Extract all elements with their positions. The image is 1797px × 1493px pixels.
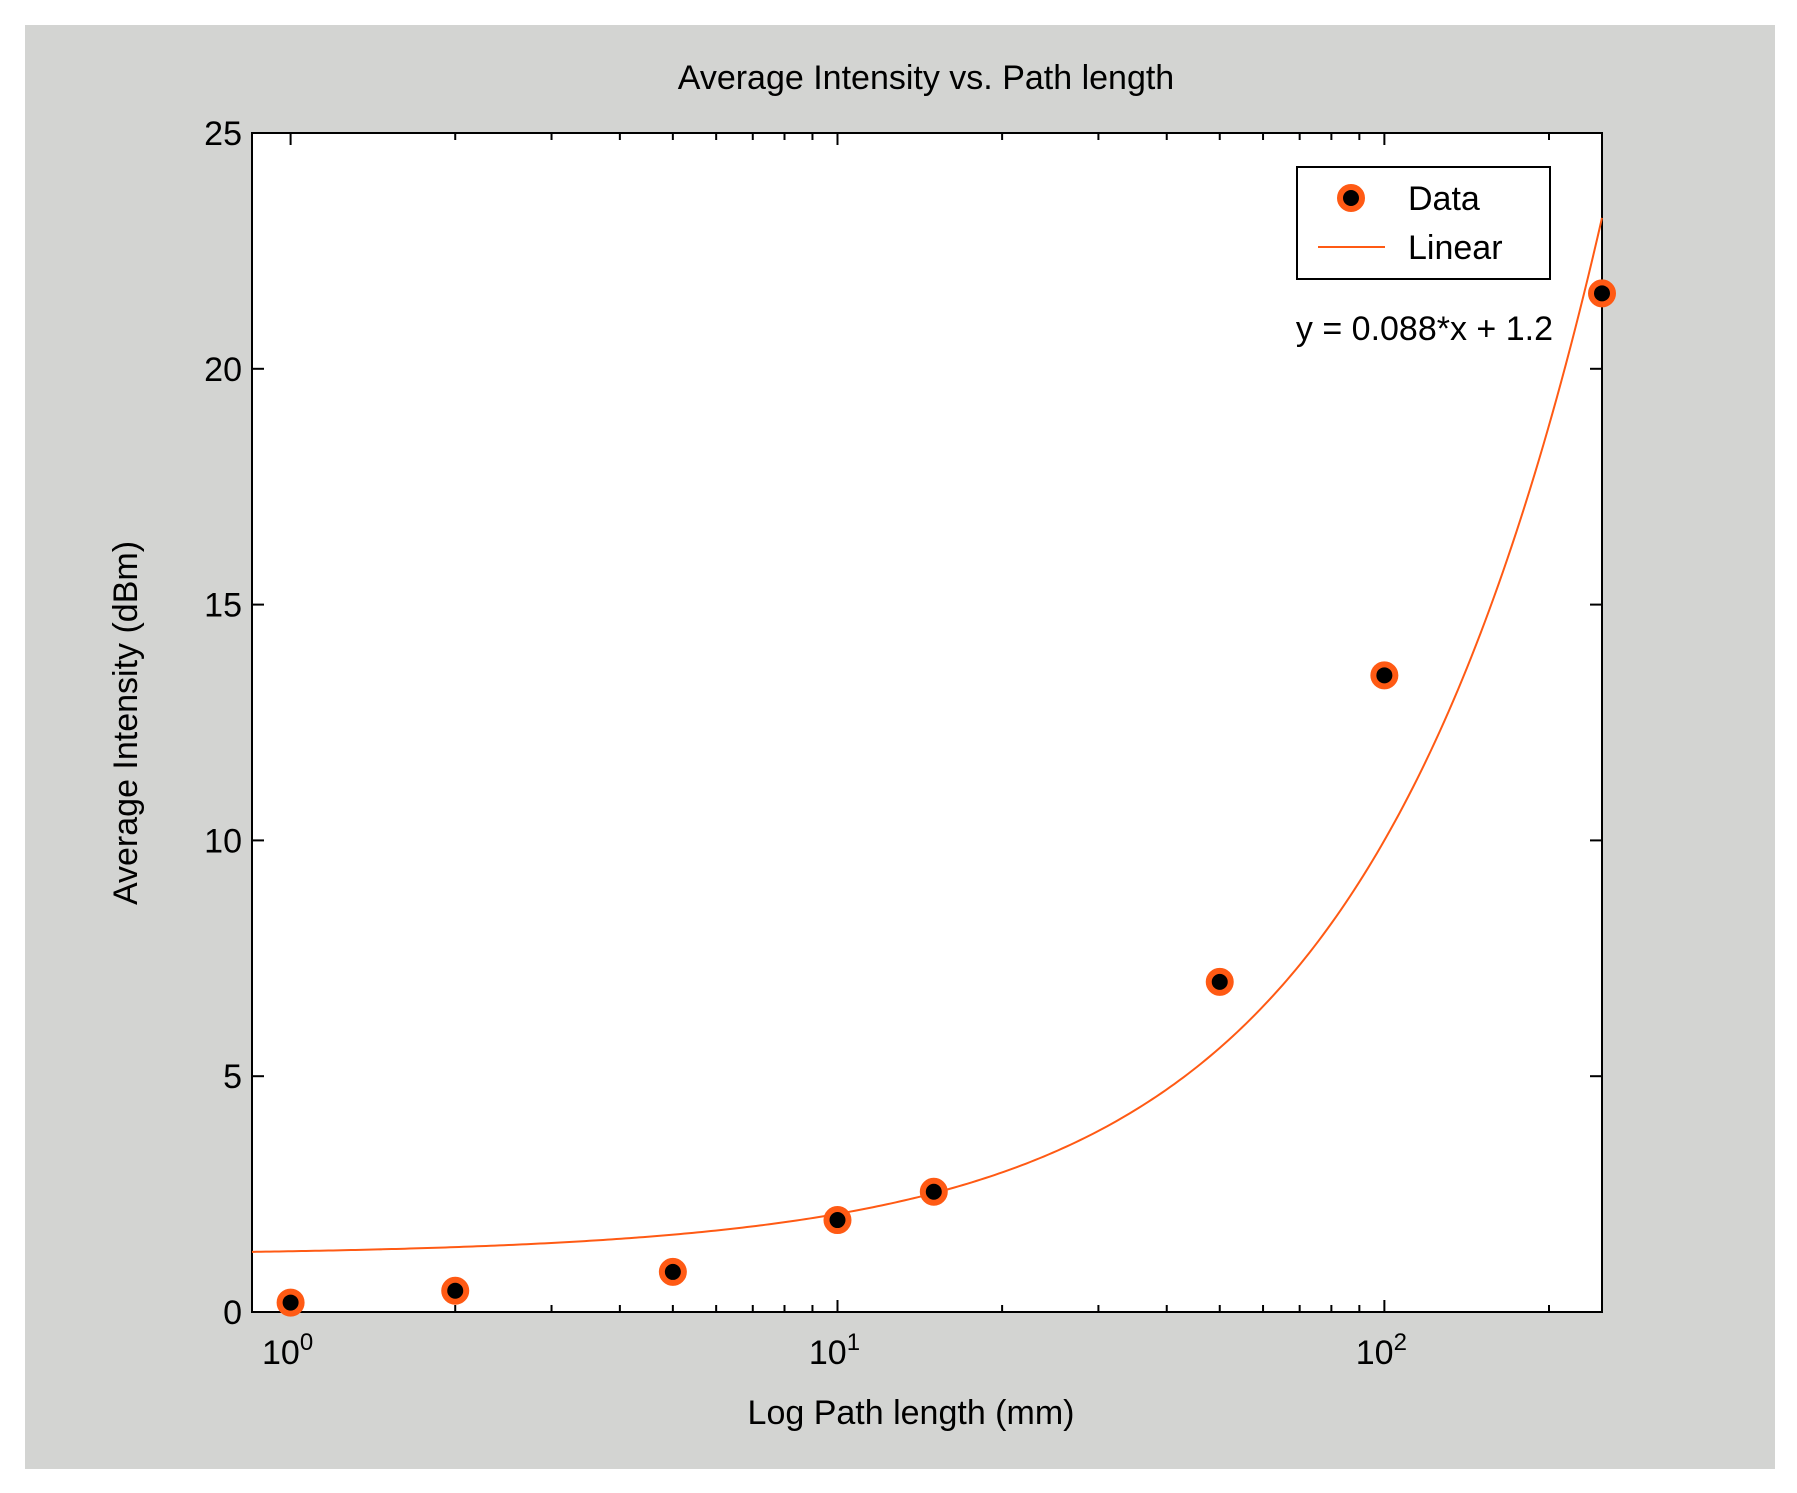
- x-tick-label: 100: [262, 1329, 313, 1372]
- y-tick-label: 25: [204, 115, 242, 153]
- x-tick-label: 101: [809, 1329, 860, 1372]
- y-tick-label: 15: [204, 587, 242, 625]
- x-tick-label-exponent: 0: [300, 1329, 313, 1356]
- x-tick-label-base: 10: [262, 1334, 300, 1372]
- y-tick-label: 10: [204, 822, 242, 860]
- y-axis-label: Average Intensity (dBm): [107, 541, 145, 905]
- y-tick-label: 0: [223, 1294, 242, 1332]
- data-point: [658, 1257, 687, 1286]
- x-tick-label-exponent: 2: [1394, 1329, 1407, 1356]
- legend-label-data: Data: [1408, 180, 1480, 218]
- fit-equation-annotation: y = 0.088*x + 1.2: [1296, 310, 1553, 348]
- data-point: [1588, 279, 1616, 308]
- y-tick-label: 5: [223, 1058, 242, 1096]
- data-point: [441, 1276, 470, 1305]
- x-tick-label-base: 10: [1356, 1334, 1394, 1372]
- x-tick-label: 102: [1356, 1329, 1407, 1372]
- chart-title: Average Intensity vs. Path length: [678, 59, 1174, 97]
- data-markers: [276, 279, 1616, 1317]
- legend-label-linear: Linear: [1408, 229, 1503, 267]
- axes-background: [251, 132, 1603, 1313]
- legend-data-marker: [1337, 184, 1365, 212]
- data-point: [1370, 661, 1399, 690]
- x-tick-label-exponent: 1: [847, 1329, 860, 1356]
- y-tick-label: 20: [204, 351, 242, 389]
- data-point: [276, 1288, 305, 1317]
- x-axis-label: Log Path length (mm): [748, 1394, 1075, 1432]
- x-tick-label-base: 10: [809, 1334, 847, 1372]
- legend-box: [1296, 166, 1551, 280]
- data-point: [919, 1177, 948, 1206]
- data-point: [823, 1206, 852, 1235]
- legend: Data Linear: [1296, 166, 1551, 280]
- data-point: [1205, 967, 1234, 996]
